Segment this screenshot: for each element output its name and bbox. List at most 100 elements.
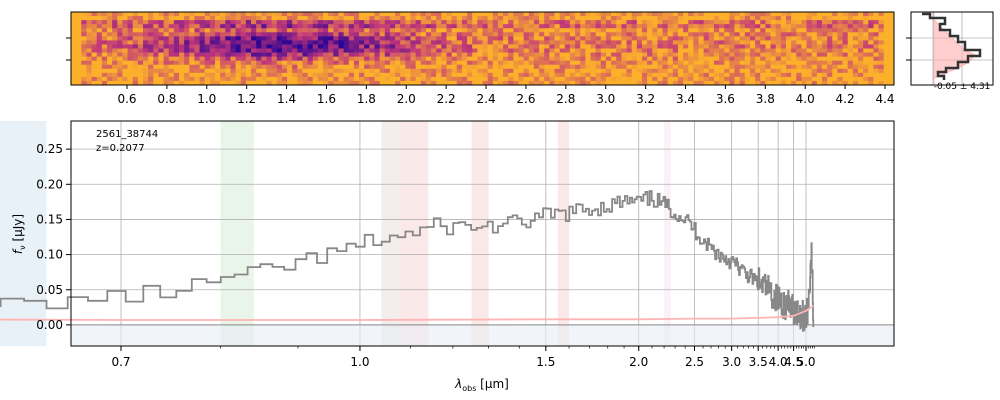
heatmap-cell [729,56,735,62]
heatmap-cell [575,48,581,53]
heatmap-cell [148,40,154,45]
heatmap-cell [400,36,406,41]
heatmap-cell [755,12,761,17]
heatmap-cell [554,60,561,66]
heatmap-cell [600,44,607,49]
heatmap-cell [487,20,494,25]
heatmap-cell [667,68,674,74]
heatmap-cell [220,20,226,25]
heatmap-cell [467,48,473,53]
heatmap-cell [559,52,566,58]
heatmap-cell [446,16,453,21]
heatmap-cell [323,72,329,78]
heatmap-cell [616,28,622,33]
heatmap-cell [842,80,849,86]
heatmap-cell [276,48,283,53]
heatmap-cell [626,56,633,62]
heatmap-cell [677,20,684,25]
heatmap-cell [405,28,411,33]
heatmap-cell [353,16,360,21]
heatmap-cell [389,72,396,78]
heatmap-cell [749,28,756,33]
heatmap-cell [857,52,864,58]
heatmap-cell [451,56,458,62]
heatmap-cell [611,68,617,74]
heatmap-cell [261,76,267,82]
heatmap-cell [482,16,489,21]
heatmap-cell [708,32,715,37]
heatmap-cell [127,32,134,37]
heatmap-cell [662,76,669,82]
heatmap-cell [755,28,761,33]
heatmap-cell [86,76,92,82]
heatmap-cell [297,32,303,37]
heatmap-cell [796,44,802,49]
heatmap-cell [240,40,247,45]
heatmap-cell [137,20,144,25]
heatmap-cell [554,28,561,33]
heatmap-cell [225,24,231,29]
heatmap-cell [487,60,494,66]
heatmap-cell [86,68,92,74]
heatmap-cell [230,72,236,78]
heatmap-cell [436,80,442,86]
heatmap-cell [431,64,437,70]
heatmap-cell [194,68,200,74]
heatmap-cell [220,76,226,82]
heatmap-cell [343,16,350,21]
heatmap-cell [379,36,386,41]
heatmap-cell [539,44,545,49]
heatmap-cell [503,40,509,45]
heatmap-cell [199,44,206,49]
heatmap-cell [852,52,859,58]
heatmap-cell [436,16,442,21]
heatmap-cell [791,36,797,41]
heatmap-cell [276,32,283,37]
heatmap-cell [461,64,468,70]
heatmap-cell [353,36,360,41]
heatmap-cell [158,12,164,17]
heatmap-cell [400,52,406,58]
heatmap-cell [271,32,278,37]
heatmap-cell [765,64,771,70]
heatmap-cell [240,20,247,25]
heatmap-cell [713,36,720,41]
heatmap-cell [662,12,669,17]
heatmap-cell [76,12,82,17]
heatmap-cell [153,32,159,37]
heatmap-cell [888,68,895,74]
heatmap-cell [708,48,715,53]
heatmap-cell [287,76,293,82]
heatmap-cell [420,76,427,82]
heatmap-cell [348,20,355,25]
heatmap-cell [127,44,134,49]
heatmap-cell [323,52,329,58]
heatmap-cell [883,56,890,62]
heatmap-cell [739,24,746,29]
heatmap-cell [533,72,540,78]
heatmap-cell [379,72,386,78]
heatmap-cell [482,76,489,82]
heatmap-cell [569,68,576,74]
heatmap-cell [636,60,643,66]
heatmap-cell [832,28,838,33]
heatmap-cell [245,80,252,86]
heatmap-cell [410,44,417,49]
x-tick-label: 4.5 [784,355,803,369]
heatmap-cell [71,16,77,21]
heatmap-cell [564,24,571,29]
heatmap-cell [641,36,648,41]
heatmap-cell [842,24,849,29]
heatmap-cell [338,36,345,41]
heatmap-cell [575,28,581,33]
heatmap-cell [230,68,236,74]
heatmap-cell [698,52,705,58]
heatmap-cell [204,12,211,17]
heatmap-cell [827,32,833,37]
heatmap-cell [605,28,612,33]
heatmap-cell [857,36,864,41]
heatmap-cell [179,80,185,86]
heatmap-cell [374,40,381,45]
heatmap-cell [415,24,422,29]
heatmap-cell [297,24,303,29]
